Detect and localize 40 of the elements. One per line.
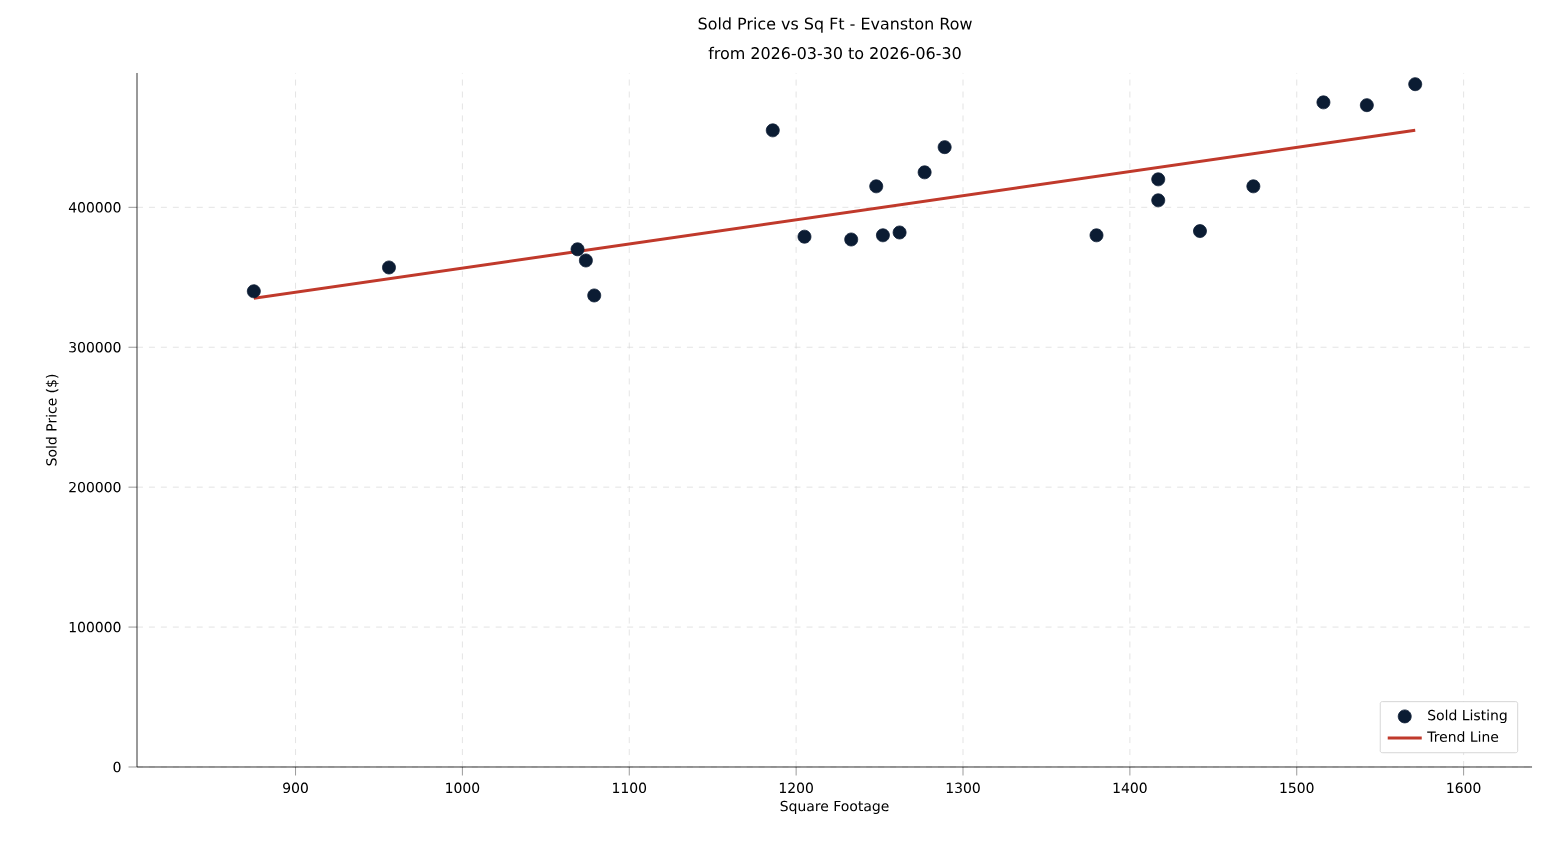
point [917, 165, 932, 180]
x-tick-label: 1300 [946, 782, 980, 794]
point [937, 140, 952, 155]
x-tick-label: 1400 [1113, 782, 1147, 794]
point [1151, 193, 1166, 208]
point [382, 260, 396, 275]
x-tick-label: 900 [283, 782, 308, 794]
y-tick-label: 100000 [69, 621, 121, 633]
x-tick-label: 1600 [1447, 782, 1481, 794]
x-tick-label: 1100 [613, 782, 647, 794]
point [1408, 77, 1423, 92]
y-tick-label: 300000 [69, 341, 121, 353]
point [1151, 172, 1166, 187]
y-tick-label: 0 [113, 761, 121, 773]
x-tick-label: 1500 [1280, 782, 1314, 794]
point [1316, 95, 1331, 110]
x-tick-label: 1000 [446, 782, 480, 794]
point [587, 288, 602, 303]
point [1359, 98, 1374, 113]
point [246, 284, 261, 299]
point [892, 225, 907, 240]
point [876, 228, 890, 243]
point [570, 242, 585, 257]
point [578, 253, 593, 268]
chart-title: Sold Price vs Sq Ft - Evanston Row [698, 17, 972, 33]
point [869, 179, 884, 194]
point [1089, 228, 1104, 243]
point [765, 123, 780, 138]
chart-subtitle: from 2026-03-30 to 2026-06-30 [708, 46, 961, 60]
legend-label: Trend Line [1427, 731, 1499, 742]
point [1246, 179, 1261, 194]
point [844, 232, 859, 247]
legend-label: Sold Listing [1428, 709, 1507, 724]
x-tick-label: 1200 [779, 782, 813, 794]
y-tick-label: 400000 [68, 202, 121, 213]
point [1193, 224, 1207, 238]
y-tick-label: 200000 [69, 481, 121, 493]
point [797, 229, 812, 244]
y-axis-title: Sold Price ($) [45, 374, 59, 466]
x-axis-title: Square Footage [780, 800, 889, 815]
